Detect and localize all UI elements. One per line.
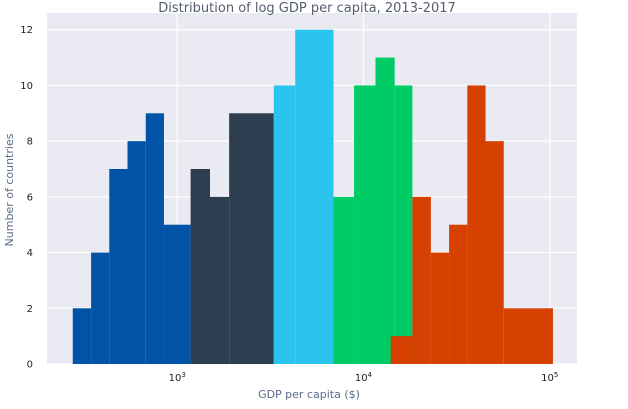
y-tick-label: 0 [27, 360, 33, 371]
y-tick-label: 4 [27, 248, 33, 259]
histogram-bar [390, 336, 413, 364]
x-tick-label: 103 [169, 371, 186, 384]
histogram-bar [273, 85, 296, 364]
y-tick-label: 2 [27, 304, 33, 315]
y-axis-label: Number of countries [3, 133, 16, 246]
histogram-bar [333, 196, 355, 364]
histogram-bar [190, 169, 211, 364]
x-axis-label: GDP per capita ($) [258, 388, 360, 401]
histogram-bars [72, 29, 553, 365]
histogram-bar [394, 85, 413, 364]
x-tick-label: 104 [355, 371, 373, 384]
x-tick-label: 105 [541, 371, 558, 384]
histogram-bar [210, 196, 230, 364]
y-tick-label: 6 [27, 192, 33, 203]
chart-title: Distribution of log GDP per capita, 2013… [158, 1, 456, 16]
y-tick-label: 12 [20, 25, 33, 36]
histogram-bar [485, 141, 504, 364]
histogram-bar [163, 224, 191, 364]
histogram-bar [412, 196, 431, 364]
histogram-bar [503, 308, 522, 364]
histogram-bar [145, 113, 164, 365]
histogram-bar [91, 252, 110, 364]
histogram-bar [467, 85, 486, 364]
histogram-bar [127, 141, 146, 364]
histogram-bar [229, 113, 274, 365]
y-tick-labels: 0 2 4 6 8 10 12 [20, 25, 33, 370]
histogram-bar [449, 224, 468, 364]
histogram-bar [430, 252, 450, 364]
histogram-bar [295, 29, 334, 364]
histogram-bar [354, 85, 376, 364]
histogram-bar [72, 308, 92, 364]
x-tick-labels: 103 104 105 [169, 371, 559, 384]
y-tick-label: 8 [27, 137, 33, 148]
y-tick-label: 10 [20, 81, 33, 92]
histogram-bar [109, 169, 128, 364]
histogram-bar [521, 308, 553, 364]
histogram-bar [375, 57, 395, 364]
